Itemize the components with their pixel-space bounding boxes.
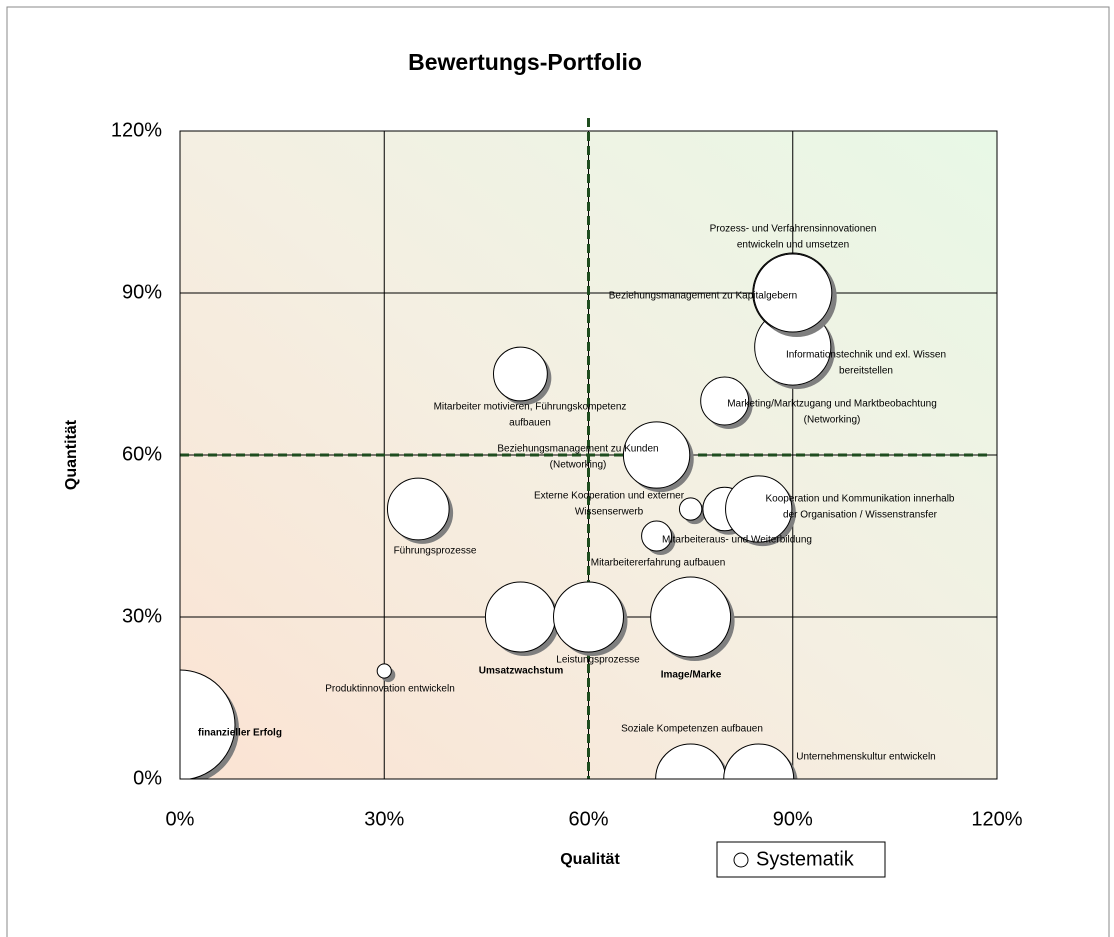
y-tick-label: 30% <box>122 605 162 627</box>
bubble-label: Informationstechnik und exl. Wissen <box>786 350 946 361</box>
bubble-label: Kooperation und Kommunikation innerhalb <box>765 494 954 505</box>
bubble <box>622 421 691 489</box>
bubble <box>725 475 793 543</box>
y-tick-label: 90% <box>122 281 162 303</box>
y-tick-label: 60% <box>122 443 162 465</box>
legend-label: Systematik <box>756 848 855 870</box>
bubble <box>723 743 795 779</box>
bubble <box>678 497 703 521</box>
bubble-label: Führungsprozesse <box>394 546 477 557</box>
bubble-label: Externe Kooperation und externer <box>534 491 685 502</box>
bubble <box>386 477 450 541</box>
chart-title: Bewertungs-Portfolio <box>408 49 642 75</box>
bubble-label: (Networking) <box>804 415 861 426</box>
bubble-label: finanzieller Erfolg <box>198 728 282 739</box>
bubble-label: bereitstellen <box>839 366 893 377</box>
bubble-label: Wissenserwerb <box>575 507 644 518</box>
bubble <box>484 581 556 653</box>
bubble-label: Soziale Kompetenzen aufbauen <box>621 724 763 735</box>
bubble <box>180 669 236 779</box>
bubble <box>376 663 392 679</box>
bubble-label: Prozess- und Verfahrensinnovationen <box>710 224 877 235</box>
bubble-label: Umsatzwachstum <box>479 666 564 677</box>
x-tick-label: 120% <box>971 808 1022 830</box>
legend-marker <box>733 852 749 868</box>
x-axis-label: Qualität <box>560 851 620 868</box>
bubble <box>492 346 548 402</box>
bubble-label: entwickeln und umsetzen <box>737 240 849 251</box>
bubble-label: aufbauen <box>509 418 551 429</box>
bubble-label: Mitarbeiteraus- und Weiterbildung <box>662 535 812 546</box>
plot-border <box>179 130 998 780</box>
y-axis-label: Quantität <box>63 419 80 490</box>
x-tick-label: 0% <box>166 808 195 830</box>
bubble-label: der Organisation / Wissenstransfer <box>783 510 938 521</box>
y-tick-label: 0% <box>133 767 162 789</box>
bubble-label: Mitarbeiter motivieren, Führungskompeten… <box>434 402 627 413</box>
bubble-label: Unternehmenskultur entwickeln <box>796 752 936 763</box>
bubble-label: Produktinnovation entwickeln <box>325 684 455 695</box>
bubble-label: Beziehungsmanagement zu Kunden <box>497 444 658 455</box>
y-tick-label: 120% <box>111 119 162 141</box>
bubble-label: Image/Marke <box>661 670 722 681</box>
bubble-label: Mitarbeitererfahrung aufbauen <box>591 558 726 569</box>
bubble <box>641 520 673 552</box>
x-tick-label: 60% <box>568 808 608 830</box>
bubble-label: Leistungsprozesse <box>556 655 640 666</box>
bubble <box>553 581 624 653</box>
frame <box>6 6 1110 937</box>
bubble-label: Marketing/Marktzugang und Marktbeobachtu… <box>727 399 937 410</box>
bubble <box>700 376 750 426</box>
bubble-label: (Networking) <box>550 460 607 471</box>
bubble <box>753 253 833 333</box>
bubble <box>650 576 732 658</box>
bubble-label: Beziehungsmanagement zu Kapitalgebern <box>609 291 797 302</box>
x-tick-label: 30% <box>364 808 404 830</box>
bubble <box>655 743 727 779</box>
x-tick-label: 90% <box>773 808 813 830</box>
